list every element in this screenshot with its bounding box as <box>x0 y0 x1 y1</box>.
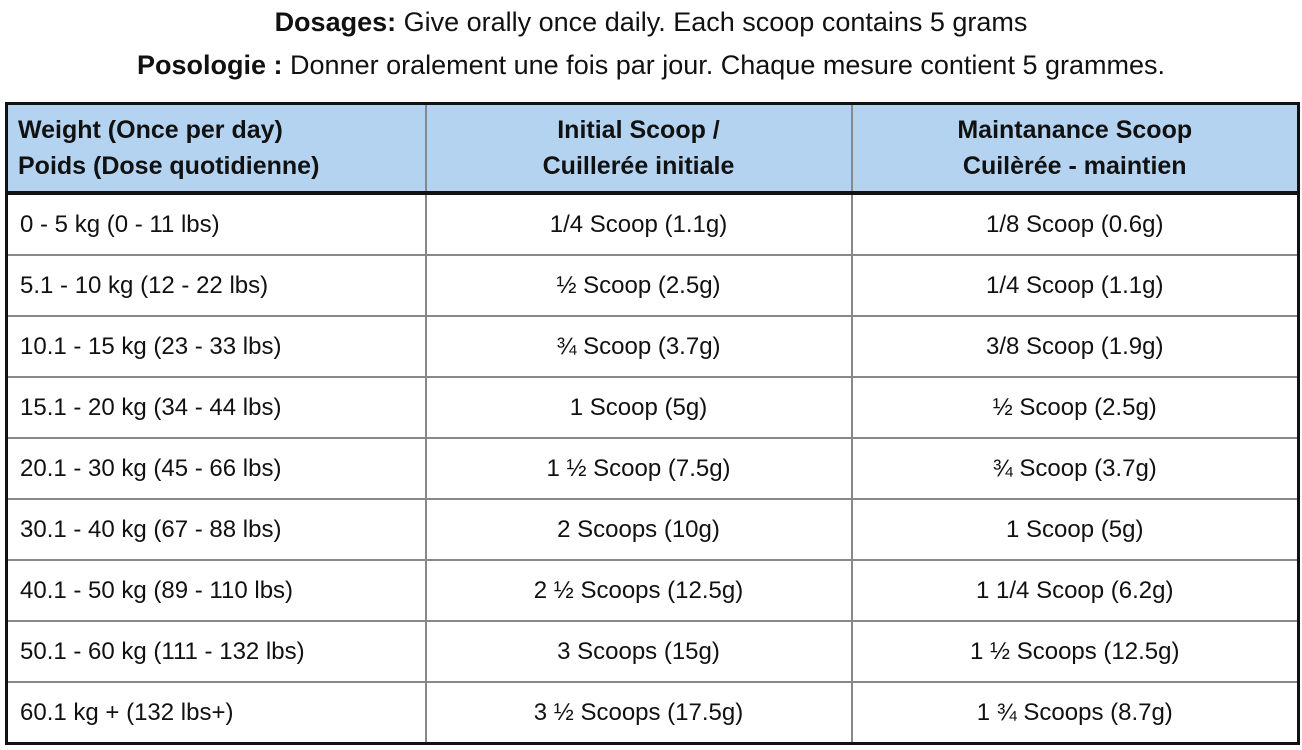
intro-text: Give orally once daily. Each scoop conta… <box>396 7 1028 37</box>
table-cell: 50.1 - 60 kg (111 - 132 lbs) <box>6 621 427 683</box>
header-cell: Initial Scoop / Cuillerée initiale <box>425 103 853 195</box>
table-row: 50.1 - 60 kg (111 - 132 lbs) 3 Scoops (15… <box>6 621 1299 683</box>
table-cell: 60.1 kg + (132 lbs+) <box>6 682 427 745</box>
table-row: 10.1 - 15 kg (23 - 33 lbs) ¾ Scoop (3.7g)… <box>6 316 1299 378</box>
intro-line: Posologie : Donner oralement une fois pa… <box>0 44 1302 87</box>
table-row: 0 - 5 kg (0 - 11 lbs) 1/4 Scoop (1.1g) 1/8… <box>6 193 1299 256</box>
table-cell: 3 ½ Scoops (17.5g) <box>425 682 853 745</box>
table-cell: 1 1/4 Scoop (6.2g) <box>851 560 1299 622</box>
dosage-table: Weight (Once per day) Poids (Dose quotidi… <box>5 102 1300 745</box>
intro-label: Posologie : <box>137 50 283 80</box>
header-line: Initial Scoop / <box>557 116 720 144</box>
table-cell: 1 Scoop (5g) <box>425 377 853 439</box>
table-cell: 1 ½ Scoop (7.5g) <box>425 438 853 500</box>
table-cell: ½ Scoop (2.5g) <box>851 377 1299 439</box>
table-cell: 1 Scoop (5g) <box>851 499 1299 561</box>
table-row: 20.1 - 30 kg (45 - 66 lbs) 1 ½ Scoop (7.5… <box>6 438 1299 500</box>
table-row: 40.1 - 50 kg (89 - 110 lbs) 2 ½ Scoops (1… <box>6 560 1299 622</box>
intro-text: Donner oralement une fois par jour. Chaq… <box>282 50 1165 80</box>
header-line: Maintanance Scoop <box>957 116 1193 144</box>
table-cell: 3 Scoops (15g) <box>425 621 853 683</box>
table-cell: 2 ½ Scoops (12.5g) <box>425 560 853 622</box>
table-cell: 15.1 - 20 kg (34 - 44 lbs) <box>6 377 427 439</box>
table-row: 15.1 - 20 kg (34 - 44 lbs) 1 Scoop (5g) ½ … <box>6 377 1299 439</box>
table-cell: ¾ Scoop (3.7g) <box>851 438 1299 500</box>
table-row: 60.1 kg + (132 lbs+) 3 ½ Scoops (17.5g) 1 … <box>6 682 1299 745</box>
table-cell: 1 ½ Scoops (12.5g) <box>851 621 1299 683</box>
table-cell: 1/4 Scoop (1.1g) <box>425 193 853 256</box>
table-cell: ¾ Scoop (3.7g) <box>425 316 853 378</box>
table-body: 0 - 5 kg (0 - 11 lbs) 1/4 Scoop (1.1g) 1/8… <box>6 193 1299 745</box>
intro-line: Dosages: Give orally once daily. Each sc… <box>0 1 1302 44</box>
header-line: Cuilèrée - maintien <box>962 152 1187 180</box>
header-line: Poids (Dose quotidienne) <box>18 152 320 180</box>
table-cell: 40.1 - 50 kg (89 - 110 lbs) <box>6 560 427 622</box>
table-cell: 30.1 - 40 kg (67 - 88 lbs) <box>6 499 427 561</box>
intro-label: Dosages: <box>274 7 397 37</box>
intro: Dosages: Give orally once daily. Each sc… <box>0 0 1302 99</box>
header-cell: Weight (Once per day) Poids (Dose quotidi… <box>6 103 427 195</box>
table-cell: 1 ¾ Scoops (8.7g) <box>851 682 1299 745</box>
table-cell: 2 Scoops (10g) <box>425 499 853 561</box>
table-cell: 20.1 - 30 kg (45 - 66 lbs) <box>6 438 427 500</box>
table-cell: 3/8 Scoop (1.9g) <box>851 316 1299 378</box>
table-cell: 10.1 - 15 kg (23 - 33 lbs) <box>6 316 427 378</box>
header-line: Cuillerée initiale <box>542 152 735 180</box>
header-line: Weight (Once per day) <box>18 116 283 144</box>
table-row: 5.1 - 10 kg (12 - 22 lbs) ½ Scoop (2.5g) 1… <box>6 255 1299 317</box>
table-cell: 1/4 Scoop (1.1g) <box>851 255 1299 317</box>
header-cell: Maintanance Scoop Cuilèrée - maintien <box>851 103 1299 195</box>
table-row: 30.1 - 40 kg (67 - 88 lbs) 2 Scoops (10g)… <box>6 499 1299 561</box>
header-row: Weight (Once per day) Poids (Dose quotidi… <box>6 103 1299 195</box>
table-cell: 5.1 - 10 kg (12 - 22 lbs) <box>6 255 427 317</box>
table-cell: 1/8 Scoop (0.6g) <box>851 193 1299 256</box>
table-cell: ½ Scoop (2.5g) <box>425 255 853 317</box>
table-cell: 0 - 5 kg (0 - 11 lbs) <box>6 193 427 256</box>
